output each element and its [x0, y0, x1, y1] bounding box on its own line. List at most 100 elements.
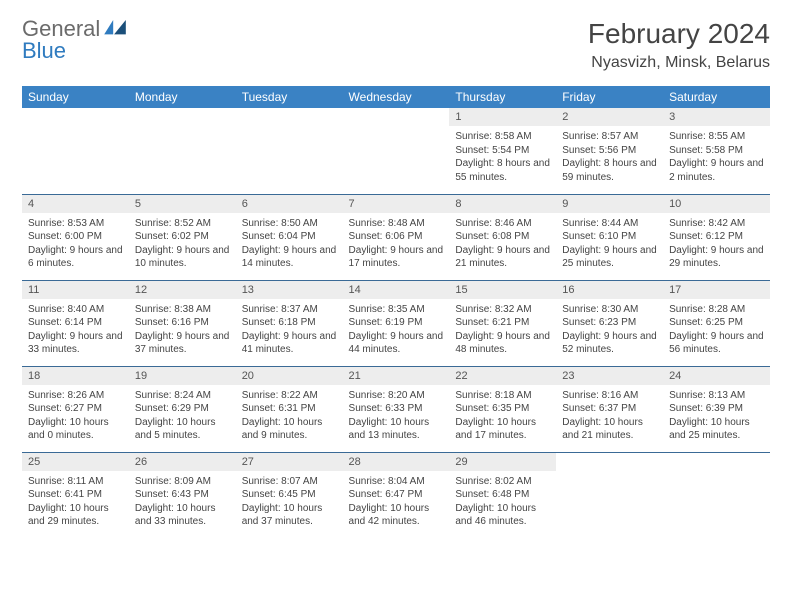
title-block: February 2024 Nyasvizh, Minsk, Belarus: [588, 18, 770, 72]
day-number: 22: [449, 367, 556, 385]
calendar-cell: 11Sunrise: 8:40 AMSunset: 6:14 PMDayligh…: [22, 280, 129, 366]
day-body: Sunrise: 8:37 AMSunset: 6:18 PMDaylight:…: [236, 299, 343, 363]
calendar-cell: 1Sunrise: 8:58 AMSunset: 5:54 PMDaylight…: [449, 108, 556, 194]
day-body: Sunrise: 8:53 AMSunset: 6:00 PMDaylight:…: [22, 213, 129, 277]
day-header: Sunday: [22, 86, 129, 108]
calendar-cell: 17Sunrise: 8:28 AMSunset: 6:25 PMDayligh…: [663, 280, 770, 366]
calendar-cell: [343, 108, 450, 194]
day-body: Sunrise: 8:52 AMSunset: 6:02 PMDaylight:…: [129, 213, 236, 277]
day-number: 3: [663, 108, 770, 126]
day-number: 14: [343, 281, 450, 299]
calendar-cell: 15Sunrise: 8:32 AMSunset: 6:21 PMDayligh…: [449, 280, 556, 366]
calendar-cell: 7Sunrise: 8:48 AMSunset: 6:06 PMDaylight…: [343, 194, 450, 280]
calendar-page: General Blue February 2024 Nyasvizh, Min…: [0, 0, 792, 556]
calendar-cell: 27Sunrise: 8:07 AMSunset: 6:45 PMDayligh…: [236, 452, 343, 538]
calendar-cell: 22Sunrise: 8:18 AMSunset: 6:35 PMDayligh…: [449, 366, 556, 452]
day-body: Sunrise: 8:30 AMSunset: 6:23 PMDaylight:…: [556, 299, 663, 363]
calendar-cell: 21Sunrise: 8:20 AMSunset: 6:33 PMDayligh…: [343, 366, 450, 452]
day-body: Sunrise: 8:46 AMSunset: 6:08 PMDaylight:…: [449, 213, 556, 277]
day-number: 20: [236, 367, 343, 385]
logo-mark-icon: [104, 20, 126, 38]
day-number: 27: [236, 453, 343, 471]
header: General Blue February 2024 Nyasvizh, Min…: [22, 18, 770, 72]
calendar-cell: 5Sunrise: 8:52 AMSunset: 6:02 PMDaylight…: [129, 194, 236, 280]
day-body: Sunrise: 8:57 AMSunset: 5:56 PMDaylight:…: [556, 126, 663, 190]
calendar-cell: 24Sunrise: 8:13 AMSunset: 6:39 PMDayligh…: [663, 366, 770, 452]
day-number: 8: [449, 195, 556, 213]
calendar-cell: 9Sunrise: 8:44 AMSunset: 6:10 PMDaylight…: [556, 194, 663, 280]
day-number: 12: [129, 281, 236, 299]
day-number: 5: [129, 195, 236, 213]
day-header: Thursday: [449, 86, 556, 108]
day-number: 1: [449, 108, 556, 126]
logo: General Blue: [22, 18, 126, 62]
day-number: 15: [449, 281, 556, 299]
calendar-cell: 4Sunrise: 8:53 AMSunset: 6:00 PMDaylight…: [22, 194, 129, 280]
day-number: 10: [663, 195, 770, 213]
calendar-cell: 18Sunrise: 8:26 AMSunset: 6:27 PMDayligh…: [22, 366, 129, 452]
day-body: Sunrise: 8:18 AMSunset: 6:35 PMDaylight:…: [449, 385, 556, 449]
calendar-cell: 3Sunrise: 8:55 AMSunset: 5:58 PMDaylight…: [663, 108, 770, 194]
calendar-week: 1Sunrise: 8:58 AMSunset: 5:54 PMDaylight…: [22, 108, 770, 194]
day-number: 24: [663, 367, 770, 385]
day-number: 29: [449, 453, 556, 471]
day-number: 11: [22, 281, 129, 299]
calendar-cell: [663, 452, 770, 538]
calendar-cell: [236, 108, 343, 194]
day-header: Monday: [129, 86, 236, 108]
calendar-cell: 12Sunrise: 8:38 AMSunset: 6:16 PMDayligh…: [129, 280, 236, 366]
calendar-head: SundayMondayTuesdayWednesdayThursdayFrid…: [22, 86, 770, 108]
day-body: Sunrise: 8:44 AMSunset: 6:10 PMDaylight:…: [556, 213, 663, 277]
day-number: 2: [556, 108, 663, 126]
day-body: Sunrise: 8:22 AMSunset: 6:31 PMDaylight:…: [236, 385, 343, 449]
day-number: 19: [129, 367, 236, 385]
day-number: 28: [343, 453, 450, 471]
day-header: Saturday: [663, 86, 770, 108]
calendar-cell: 19Sunrise: 8:24 AMSunset: 6:29 PMDayligh…: [129, 366, 236, 452]
day-body: Sunrise: 8:02 AMSunset: 6:48 PMDaylight:…: [449, 471, 556, 535]
day-number: 4: [22, 195, 129, 213]
calendar-body: 1Sunrise: 8:58 AMSunset: 5:54 PMDaylight…: [22, 108, 770, 538]
calendar-cell: 14Sunrise: 8:35 AMSunset: 6:19 PMDayligh…: [343, 280, 450, 366]
calendar-week: 4Sunrise: 8:53 AMSunset: 6:00 PMDaylight…: [22, 194, 770, 280]
day-body: Sunrise: 8:20 AMSunset: 6:33 PMDaylight:…: [343, 385, 450, 449]
calendar-cell: 23Sunrise: 8:16 AMSunset: 6:37 PMDayligh…: [556, 366, 663, 452]
day-body: Sunrise: 8:07 AMSunset: 6:45 PMDaylight:…: [236, 471, 343, 535]
calendar-table: SundayMondayTuesdayWednesdayThursdayFrid…: [22, 86, 770, 538]
day-body: Sunrise: 8:40 AMSunset: 6:14 PMDaylight:…: [22, 299, 129, 363]
calendar-week: 11Sunrise: 8:40 AMSunset: 6:14 PMDayligh…: [22, 280, 770, 366]
calendar-cell: 20Sunrise: 8:22 AMSunset: 6:31 PMDayligh…: [236, 366, 343, 452]
day-body: Sunrise: 8:24 AMSunset: 6:29 PMDaylight:…: [129, 385, 236, 449]
day-number: 17: [663, 281, 770, 299]
day-body: Sunrise: 8:42 AMSunset: 6:12 PMDaylight:…: [663, 213, 770, 277]
day-number: 26: [129, 453, 236, 471]
day-body: Sunrise: 8:48 AMSunset: 6:06 PMDaylight:…: [343, 213, 450, 277]
calendar-cell: 26Sunrise: 8:09 AMSunset: 6:43 PMDayligh…: [129, 452, 236, 538]
day-body: Sunrise: 8:09 AMSunset: 6:43 PMDaylight:…: [129, 471, 236, 535]
calendar-cell: 25Sunrise: 8:11 AMSunset: 6:41 PMDayligh…: [22, 452, 129, 538]
day-body: Sunrise: 8:32 AMSunset: 6:21 PMDaylight:…: [449, 299, 556, 363]
calendar-week: 25Sunrise: 8:11 AMSunset: 6:41 PMDayligh…: [22, 452, 770, 538]
month-title: February 2024: [588, 18, 770, 50]
day-body: Sunrise: 8:13 AMSunset: 6:39 PMDaylight:…: [663, 385, 770, 449]
day-body: Sunrise: 8:38 AMSunset: 6:16 PMDaylight:…: [129, 299, 236, 363]
calendar-cell: 2Sunrise: 8:57 AMSunset: 5:56 PMDaylight…: [556, 108, 663, 194]
calendar-cell: [129, 108, 236, 194]
day-header: Friday: [556, 86, 663, 108]
day-number: 16: [556, 281, 663, 299]
calendar-cell: 6Sunrise: 8:50 AMSunset: 6:04 PMDaylight…: [236, 194, 343, 280]
day-number: 23: [556, 367, 663, 385]
day-body: Sunrise: 8:28 AMSunset: 6:25 PMDaylight:…: [663, 299, 770, 363]
calendar-cell: 16Sunrise: 8:30 AMSunset: 6:23 PMDayligh…: [556, 280, 663, 366]
calendar-cell: 8Sunrise: 8:46 AMSunset: 6:08 PMDaylight…: [449, 194, 556, 280]
calendar-cell: 10Sunrise: 8:42 AMSunset: 6:12 PMDayligh…: [663, 194, 770, 280]
logo-word-2: Blue: [22, 38, 66, 63]
day-body: Sunrise: 8:26 AMSunset: 6:27 PMDaylight:…: [22, 385, 129, 449]
day-number: 18: [22, 367, 129, 385]
calendar-cell: 29Sunrise: 8:02 AMSunset: 6:48 PMDayligh…: [449, 452, 556, 538]
calendar-cell: 28Sunrise: 8:04 AMSunset: 6:47 PMDayligh…: [343, 452, 450, 538]
location: Nyasvizh, Minsk, Belarus: [588, 54, 770, 72]
day-body: Sunrise: 8:04 AMSunset: 6:47 PMDaylight:…: [343, 471, 450, 535]
day-number: 6: [236, 195, 343, 213]
day-body: Sunrise: 8:35 AMSunset: 6:19 PMDaylight:…: [343, 299, 450, 363]
